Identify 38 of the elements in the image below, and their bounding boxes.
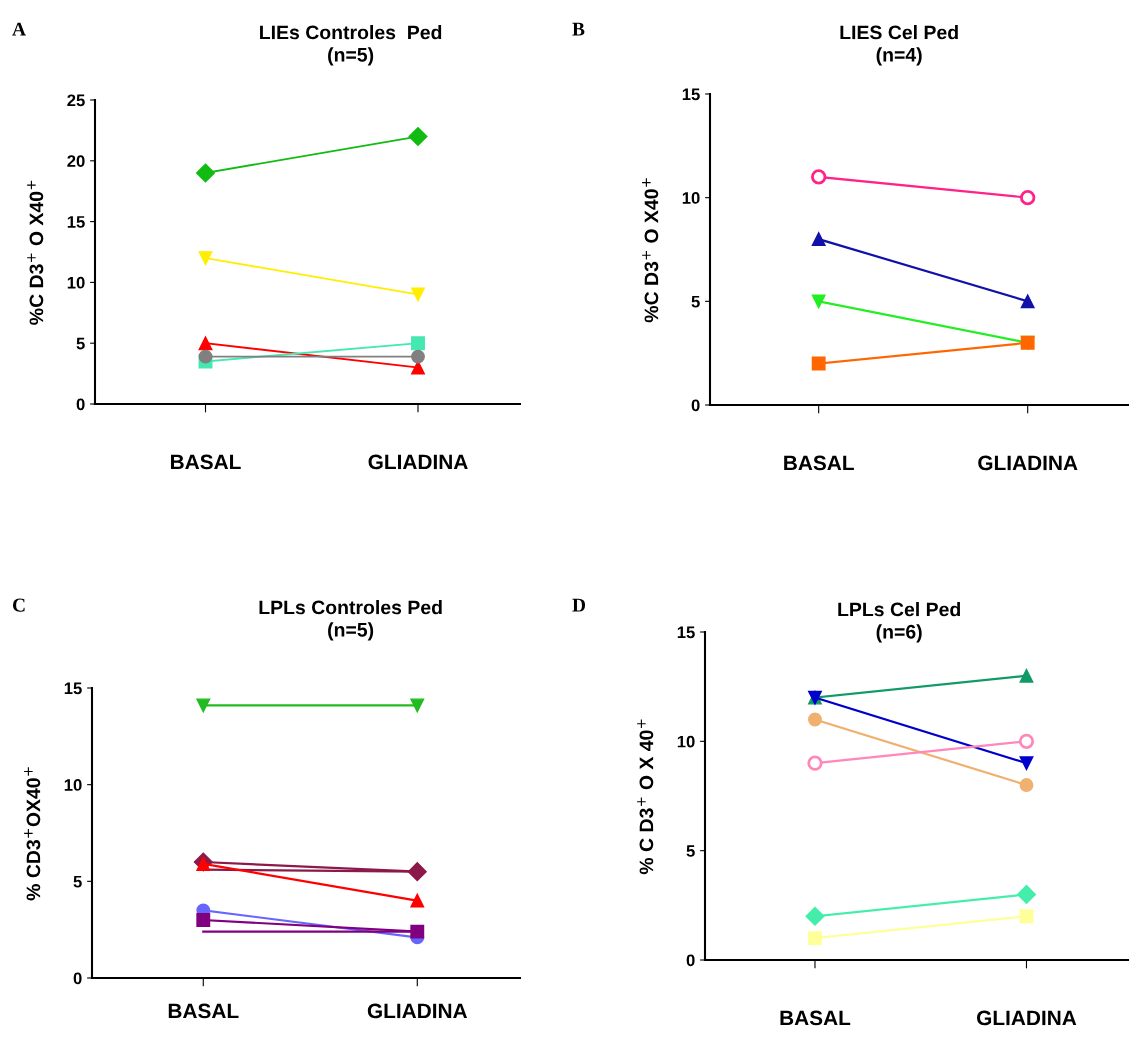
y-tick-label: 10 <box>67 276 85 289</box>
y-tick-label: 10 <box>682 192 700 204</box>
y-tick-label: 15 <box>64 682 82 695</box>
x-tick-label: GLIADINA <box>368 454 468 470</box>
text: B <box>572 22 585 36</box>
x-tick-label: BASAL <box>168 1003 239 1019</box>
y-tick-label: 25 <box>67 94 85 107</box>
y-tick-label: 10 <box>64 779 82 791</box>
text: C <box>12 598 25 612</box>
y-axis-title: % CD3$^{+}$OX40$^{+}$ <box>24 767 41 901</box>
y-tick-label: 0 <box>686 954 695 967</box>
y-axis-title: %C D3$^{+}$ O X40$^{+}$ <box>642 178 659 323</box>
y-tick-label: 15 <box>677 626 695 639</box>
y-tick-label: 0 <box>73 972 82 985</box>
chart-title: LPLs Cel Ped (n=6) <box>838 602 960 643</box>
chart-title: LIEs Controles Ped (n=5) <box>260 25 442 66</box>
chart-title: LIES Cel Ped (n=4) <box>840 25 958 66</box>
x-tick-label: BASAL <box>171 454 241 470</box>
y-tick-label: 5 <box>691 295 700 308</box>
x-tick-label: GLIADINA <box>367 1003 468 1019</box>
y-axis-title: %C D3$^{+}$ O X40$^{+}$ <box>27 180 44 325</box>
y-tick-label: 5 <box>76 337 85 350</box>
x-tick-label: GLIADINA <box>978 455 1078 471</box>
x-tick-label: GLIADINA <box>976 1010 1077 1026</box>
y-tick-label: 20 <box>67 155 85 167</box>
y-tick-label: 5 <box>73 875 82 888</box>
y-tick-label: 5 <box>686 845 695 857</box>
y-tick-label: 0 <box>691 399 700 412</box>
y-tick-label: 10 <box>677 735 695 748</box>
y-axis-title: % C D3$^{+}$ O X 40$^{+}$ <box>637 719 654 875</box>
x-tick-label: BASAL <box>784 455 854 471</box>
y-tick-label: 15 <box>682 88 700 101</box>
text: A <box>12 22 26 36</box>
y-tick-label: 15 <box>67 216 85 228</box>
chart-title: LPLs Controles Ped (n=5) <box>259 600 442 641</box>
y-tick-label: 0 <box>76 398 85 411</box>
text: D <box>572 598 586 612</box>
x-tick-label: BASAL <box>780 1010 851 1026</box>
